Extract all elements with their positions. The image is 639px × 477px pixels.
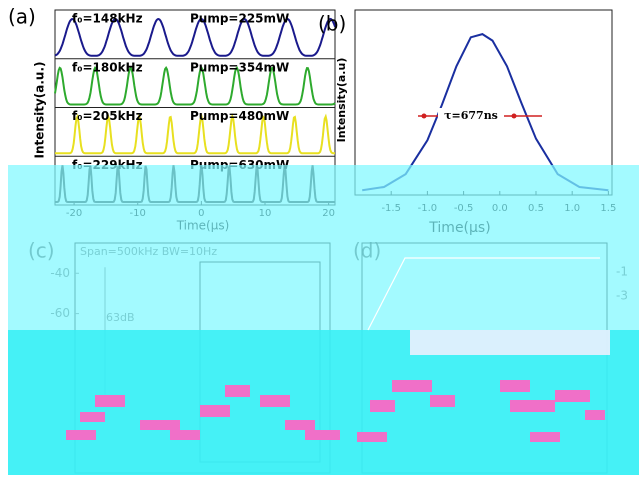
glitch-block <box>170 430 200 440</box>
panel-label: (b) <box>318 12 346 36</box>
glitch-block <box>392 380 432 392</box>
glitch-block <box>555 390 590 402</box>
fwhm-label: τ=677ns <box>444 109 498 122</box>
glitch-block <box>430 395 455 407</box>
series-label: f₀=148kHz <box>72 12 143 26</box>
panel-label: (a) <box>8 5 36 29</box>
annotation-bg <box>438 108 504 124</box>
glitch-block <box>225 385 250 397</box>
glitch-block <box>357 432 387 442</box>
glitch-block <box>80 412 105 422</box>
glitch-block <box>370 400 395 412</box>
pump-label: Pump=225mW <box>190 12 289 26</box>
pump-label: Pump=480mW <box>190 109 289 123</box>
series-label: f₀=180kHz <box>72 60 143 74</box>
glitch-block <box>260 395 290 407</box>
pulse-trace <box>54 17 336 57</box>
pump-label: Pump=354mW <box>190 60 289 74</box>
pulse-curve <box>362 33 609 192</box>
glitch-block <box>305 430 340 440</box>
series-label: f₀=205kHz <box>72 109 143 123</box>
panel-d-curve <box>367 257 600 331</box>
glitch-block <box>66 430 96 440</box>
glitch-block <box>95 395 125 407</box>
glitch-blocks <box>66 380 605 442</box>
fwhm-dot <box>511 113 517 119</box>
glitch-block <box>200 405 230 417</box>
pulse-trace <box>55 112 335 155</box>
glitch-block <box>140 420 180 430</box>
glitch-block <box>510 400 555 412</box>
glitch-block <box>530 432 560 442</box>
pulse-trace <box>54 65 336 106</box>
fwhm-dot <box>421 113 427 119</box>
glitch-block <box>500 380 530 392</box>
y-axis-label: Intensity(a.u) <box>335 58 348 143</box>
glitch-block <box>285 420 315 430</box>
y-axis-label: Intensity(a.u.) <box>33 62 47 159</box>
glitch-block <box>410 330 610 355</box>
glitch-block <box>585 410 605 420</box>
